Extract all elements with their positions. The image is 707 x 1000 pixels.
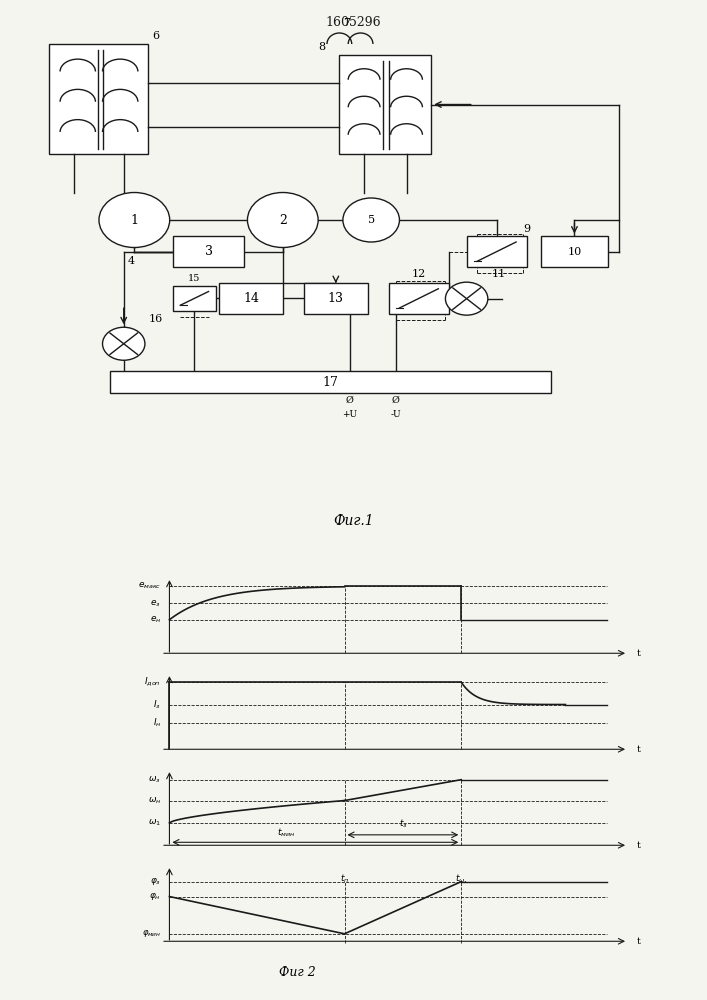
Circle shape [445,282,488,315]
Text: t: t [636,841,640,850]
Text: 6: 6 [152,31,159,41]
Text: $φ_{н}$: $φ_{н}$ [149,891,161,902]
Bar [173,286,216,311]
Circle shape [247,192,318,247]
Circle shape [99,192,170,247]
Text: t: t [636,649,640,658]
Text: $φ_{з}$: $φ_{з}$ [150,876,161,887]
Bar [304,283,368,314]
Text: Ø: Ø [346,396,354,405]
Text: $t_{мин}$: $t_{мин}$ [277,826,296,839]
Text: 16: 16 [148,314,163,324]
Text: $ω_{з}$: $ω_{з}$ [148,774,161,785]
Text: 1: 1 [130,214,139,227]
Text: $e_{н}$: $e_{н}$ [150,614,161,625]
Bar [110,371,551,393]
Text: 3: 3 [204,245,213,258]
Text: $I_{доп}$: $I_{доп}$ [144,676,161,688]
Text: 14: 14 [243,292,259,305]
Bar [173,236,244,267]
Text: t: t [636,745,640,754]
Text: 4: 4 [127,256,134,266]
Text: t: t [636,937,640,946]
Text: 10: 10 [567,247,582,257]
Circle shape [103,327,145,360]
Text: $I_{н}$: $I_{н}$ [153,717,161,729]
Text: 12: 12 [411,269,426,279]
Bar [219,283,283,314]
Text: 5: 5 [368,215,375,225]
Text: 13: 13 [328,292,344,305]
Text: $t_{з}$: $t_{з}$ [399,818,407,830]
Text: -U: -U [390,410,402,419]
Text: $ω_{1}$: $ω_{1}$ [148,818,161,828]
Circle shape [343,198,399,242]
Text: +U: +U [342,410,358,419]
Text: 8: 8 [318,42,325,52]
Text: 15: 15 [188,274,201,283]
Text: 17: 17 [322,376,339,389]
Text: 2: 2 [279,214,287,227]
Text: Ø: Ø [392,396,400,405]
Text: $I_{з}$: $I_{з}$ [153,698,161,711]
Bar [467,236,527,267]
Text: 1605296: 1605296 [326,16,381,29]
Text: 11: 11 [491,269,506,279]
Text: $φ_{мин}$: $φ_{мин}$ [141,928,161,939]
Text: 7: 7 [343,17,350,27]
Bar [389,283,449,314]
Bar [541,236,608,267]
Text: $t_{ω_з}$: $t_{ω_з}$ [455,873,468,886]
Text: Фиг.1: Фиг.1 [333,514,374,528]
Text: $ω_{н}$: $ω_{н}$ [148,795,161,806]
Text: $e_{з}$: $e_{з}$ [151,598,161,609]
Text: $e_{макс}$: $e_{макс}$ [138,581,161,591]
Text: $t_{п}$: $t_{п}$ [340,873,349,885]
Bar [49,44,148,154]
Text: Фиг 2: Фиг 2 [279,966,315,978]
Text: 9: 9 [523,224,530,234]
Bar [339,55,431,154]
